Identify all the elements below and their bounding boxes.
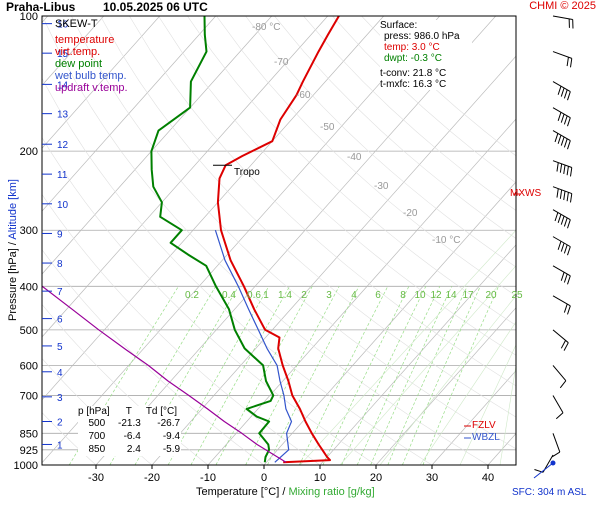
tropo-label: Tropo [234,167,260,178]
pressure-tick-label: 200 [20,146,38,158]
altitude-tick-label: 9 [57,229,63,240]
levels-table: p [hPa] T Td [°C] 500 -21.3 -26.7 700 -6… [78,406,181,456]
surface-wind-dot [551,461,556,466]
altitude-tick-label: 6 [57,315,63,326]
y-axis-title: Pressure [hPa] / Altitude [km] [7,175,19,325]
altitude-tick-label: 8 [57,259,63,270]
levels-table-grid: p [hPa] T Td [°C] 500 -21.3 -26.7 700 -6… [78,406,181,456]
legend: SKEW-T temperature virt.temp. dew point … [55,18,128,94]
sfc-label: SFC: 304 m ASL [512,487,586,498]
pressure-tick-label: 500 [20,325,38,337]
mixing-ratio-label: 17 [462,290,474,301]
surface-press: press: 986.0 hPa [380,31,472,42]
isotherm-label: -40 [347,152,362,163]
legend-dew-point: dew point [55,58,128,70]
mixing-ratio-label: 14 [445,290,457,301]
x-axis-title-temp: Temperature [°C] [196,486,279,498]
mixing-ratio-label: 25 [511,290,523,301]
isotherm-label: -20 [403,208,418,219]
mixing-ratio-label: 20 [485,290,497,301]
table-cell: -26.7 [142,417,181,430]
pressure-tick-label: 925 [20,445,38,457]
table-cell: -21.3 [116,417,142,430]
x-tick-label: 10 [314,472,326,484]
table-cell: 2.4 [116,443,142,456]
table-cell: 850 [78,443,116,456]
isotherm-label: -30 [374,181,389,192]
mixing-ratio-label: 2 [301,290,307,301]
copyright: CHMI © 2025 [529,0,596,12]
mxws-label: MXWS [510,188,541,199]
altitude-tick-label: 7 [57,287,63,298]
pressure-tick-label: 850 [20,428,38,440]
legend-temperature: temperature [55,34,128,46]
altitude-tick-label: 2 [57,417,63,428]
table-header-p: p [hPa] [78,406,116,417]
mixing-ratio-label: 0.4 [222,290,236,301]
isotherm-label: -60 [296,90,311,101]
x-tick-label: 30 [426,472,438,484]
mixing-ratio-label: 0.6 [247,290,261,301]
x-tick-label: 0 [261,472,267,484]
altitude-tick-label: 11 [57,170,68,181]
mixing-ratio-label: 10 [414,290,426,301]
legend-virt-temp: virt.temp. [55,46,128,58]
x-tick-label: -20 [144,472,160,484]
table-cell: -6.4 [116,430,142,443]
pressure-tick-label: 1000 [14,460,38,472]
table-header-td: Td [°C] [142,406,181,417]
x-axis-title: Temperature [°C] / Mixing ratio [g/kg] [196,486,375,498]
table-header-t: T [116,406,142,417]
x-tick-label: -30 [88,472,104,484]
isotherm-label: -50 [320,122,335,133]
altitude-tick-label: 5 [57,342,63,353]
altitude-tick-label: 1 [57,440,63,451]
y-axis-title-pressure: Pressure [hPa] [7,248,19,321]
date-time: 10.05.2025 06 UTC [103,0,208,14]
mixing-ratio-label: 8 [400,290,406,301]
wbzl-label: WBZL [472,432,500,443]
mixing-ratio-label: 6 [375,290,381,301]
altitude-tick-label: 3 [57,393,63,404]
altitude-tick-label: 13 [57,110,69,121]
y-axis-title-sep: / [7,240,19,246]
table-cell: 700 [78,430,116,443]
y-axis-title-alt: Altitude [km] [7,179,19,240]
legend-updraft: updraft v.temp. [55,82,128,94]
isotherm-label: -10 °C [432,235,460,246]
fzlv-label: FZLV [472,420,496,431]
surface-title: Surface: [380,20,472,31]
surface-tmxfc: t-mxfc: 16.3 °C [380,79,472,90]
x-tick-label: 40 [482,472,494,484]
station-name: Praha-Libus [6,0,75,14]
table-cell: -5.9 [142,443,181,456]
surface-temp: temp: 3.0 °C [380,42,472,53]
isotherm-label: -80 °C [252,22,280,33]
pressure-tick-label: 600 [20,360,38,372]
mixing-ratio-label: 1.4 [278,290,292,301]
pressure-tick-label: 400 [20,281,38,293]
mixing-ratio-label: 12 [430,290,442,301]
x-tick-label: -10 [200,472,216,484]
surface-box: Surface: press: 986.0 hPa temp: 3.0 °C d… [380,20,472,90]
mixing-ratio-label: 4 [351,290,357,301]
mixing-ratio-label: 3 [326,290,332,301]
surface-tconv: t-conv: 21.8 °C [380,68,472,79]
mixing-ratio-label: 1 [263,290,269,301]
isotherm-label: -70 [274,57,289,68]
legend-title: SKEW-T [55,18,128,30]
table-cell: -9.4 [142,430,181,443]
x-tick-label: 20 [370,472,382,484]
x-axis-title-mix: Mixing ratio [g/kg] [288,486,374,498]
altitude-tick-label: 4 [57,368,63,379]
altitude-tick-label: 12 [57,140,69,151]
surface-dwpt: dwpt: -0.3 °C [380,53,472,64]
legend-wet-bulb: wet bulb temp. [55,70,128,82]
table-cell: 500 [78,417,116,430]
mixing-ratio-label: 0.2 [185,290,199,301]
altitude-tick-label: 10 [57,200,69,211]
pressure-tick-label: 300 [20,225,38,237]
pressure-tick-label: 700 [20,390,38,402]
